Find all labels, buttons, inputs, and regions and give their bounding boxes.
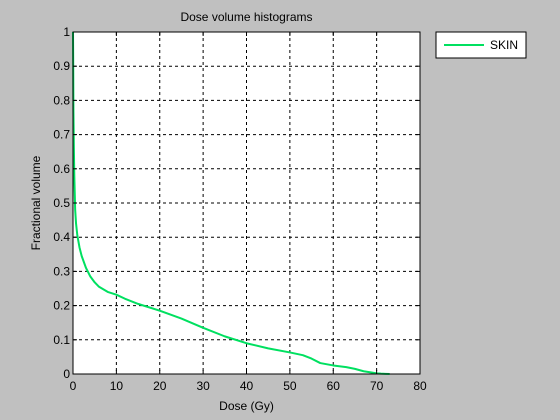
- x-axis-label: Dose (Gy): [219, 399, 274, 413]
- y-tick-label: 0.3: [53, 264, 70, 278]
- y-tick-label: 1: [63, 25, 70, 39]
- y-tick-label: 0.4: [53, 230, 70, 244]
- x-tick-label: 50: [283, 379, 297, 393]
- y-tick-label: 0.7: [53, 128, 70, 142]
- x-tick-label: 40: [240, 379, 254, 393]
- chart-title: Dose volume histograms: [180, 10, 312, 24]
- x-tick-label: 20: [153, 379, 167, 393]
- x-tick-label: 80: [413, 379, 427, 393]
- y-tick-label: 0.9: [53, 59, 70, 73]
- y-axis-label: Fractional volume: [29, 155, 43, 250]
- x-tick-label: 70: [370, 379, 384, 393]
- x-tick-label: 30: [196, 379, 210, 393]
- y-tick-label: 0: [63, 367, 70, 381]
- grid-lines: [73, 32, 420, 374]
- x-tick-labels: 0 10 20 30 40 50 60 70 80: [70, 379, 427, 393]
- x-tick-label: 10: [110, 379, 124, 393]
- y-tick-label: 0.5: [53, 196, 70, 210]
- y-tick-label: 0.6: [53, 162, 70, 176]
- x-tick-label: 60: [327, 379, 341, 393]
- y-tick-labels: 0 0.1 0.2 0.3 0.4 0.5 0.6 0.7 0.8 0.9 1: [53, 25, 70, 381]
- series-layer: [72, 31, 390, 375]
- y-tick-label: 0.2: [53, 299, 70, 313]
- tick-marks: [72, 31, 421, 375]
- legend[interactable]: SKIN: [435, 31, 527, 59]
- y-tick-label: 0.1: [53, 333, 70, 347]
- series-line-skin: [72, 31, 390, 375]
- legend-label-skin: SKIN: [490, 38, 518, 52]
- y-tick-label: 0.8: [53, 93, 70, 107]
- x-tick-label: 0: [70, 379, 77, 393]
